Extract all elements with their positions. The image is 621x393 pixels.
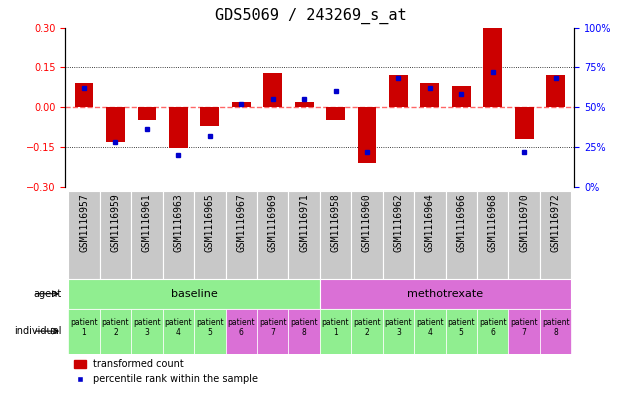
Bar <box>477 191 509 279</box>
Bar <box>137 107 156 120</box>
Text: GDS5069 / 243269_s_at: GDS5069 / 243269_s_at <box>215 8 406 24</box>
Text: patient
5: patient 5 <box>448 318 475 337</box>
Text: GSM1116967: GSM1116967 <box>236 193 247 252</box>
Text: GSM1116965: GSM1116965 <box>205 193 215 252</box>
Text: GSM1116972: GSM1116972 <box>551 193 561 252</box>
Bar <box>106 107 125 141</box>
Bar <box>225 309 257 354</box>
Bar <box>263 73 282 107</box>
Bar <box>100 191 131 279</box>
Bar <box>452 86 471 107</box>
Text: GSM1116971: GSM1116971 <box>299 193 309 252</box>
Bar <box>288 309 320 354</box>
Text: GSM1116957: GSM1116957 <box>79 193 89 252</box>
Bar <box>169 107 188 148</box>
Text: GSM1116961: GSM1116961 <box>142 193 152 252</box>
Text: patient
1: patient 1 <box>322 318 350 337</box>
Text: GSM1116960: GSM1116960 <box>362 193 372 252</box>
Bar <box>389 75 408 107</box>
Bar <box>414 191 445 279</box>
Bar <box>163 191 194 279</box>
Text: patient
3: patient 3 <box>133 318 161 337</box>
Bar <box>445 191 477 279</box>
Bar <box>131 309 163 354</box>
Text: baseline: baseline <box>171 289 217 299</box>
Text: individual: individual <box>15 326 62 336</box>
Text: GSM1116964: GSM1116964 <box>425 193 435 252</box>
Bar <box>68 191 100 279</box>
Bar <box>383 309 414 354</box>
Bar <box>194 309 225 354</box>
Bar <box>100 309 131 354</box>
Bar <box>515 107 533 139</box>
Text: GSM1116970: GSM1116970 <box>519 193 529 252</box>
Bar <box>546 75 565 107</box>
Bar <box>509 309 540 354</box>
Text: patient
8: patient 8 <box>542 318 569 337</box>
Text: GSM1116969: GSM1116969 <box>268 193 278 252</box>
Bar <box>445 309 477 354</box>
Text: patient
2: patient 2 <box>102 318 129 337</box>
Text: GSM1116963: GSM1116963 <box>173 193 183 252</box>
Text: patient
1: patient 1 <box>70 318 98 337</box>
Bar <box>358 107 376 163</box>
Text: patient
4: patient 4 <box>416 318 443 337</box>
Bar <box>326 107 345 120</box>
Text: GSM1116958: GSM1116958 <box>330 193 340 252</box>
Bar <box>201 107 219 126</box>
Bar <box>75 83 94 107</box>
Bar <box>540 309 571 354</box>
Bar <box>509 191 540 279</box>
Text: patient
7: patient 7 <box>510 318 538 337</box>
Bar <box>320 279 571 309</box>
Bar <box>163 309 194 354</box>
Bar <box>351 191 383 279</box>
Text: GSM1116968: GSM1116968 <box>487 193 497 252</box>
Bar <box>257 191 288 279</box>
Bar <box>320 191 351 279</box>
Bar <box>414 309 445 354</box>
Text: patient
4: patient 4 <box>165 318 192 337</box>
Bar <box>232 102 251 107</box>
Text: methotrexate: methotrexate <box>407 289 484 299</box>
Text: patient
2: patient 2 <box>353 318 381 337</box>
Bar <box>540 191 571 279</box>
Bar <box>477 309 509 354</box>
Bar <box>295 102 314 107</box>
Bar <box>131 191 163 279</box>
Bar <box>68 279 320 309</box>
Bar <box>257 309 288 354</box>
Text: agent: agent <box>34 289 62 299</box>
Text: patient
8: patient 8 <box>290 318 318 337</box>
Bar <box>383 191 414 279</box>
Text: patient
5: patient 5 <box>196 318 224 337</box>
Text: patient
3: patient 3 <box>384 318 412 337</box>
Bar <box>420 83 439 107</box>
Text: GSM1116959: GSM1116959 <box>111 193 120 252</box>
Bar <box>320 309 351 354</box>
Text: GSM1116966: GSM1116966 <box>456 193 466 252</box>
Bar <box>483 28 502 107</box>
Legend: transformed count, percentile rank within the sample: transformed count, percentile rank withi… <box>70 356 262 388</box>
Text: patient
6: patient 6 <box>479 318 507 337</box>
Bar <box>288 191 320 279</box>
Bar <box>68 309 100 354</box>
Bar <box>225 191 257 279</box>
Text: patient
6: patient 6 <box>227 318 255 337</box>
Bar <box>351 309 383 354</box>
Text: GSM1116962: GSM1116962 <box>393 193 404 252</box>
Text: patient
7: patient 7 <box>259 318 286 337</box>
Bar <box>194 191 225 279</box>
